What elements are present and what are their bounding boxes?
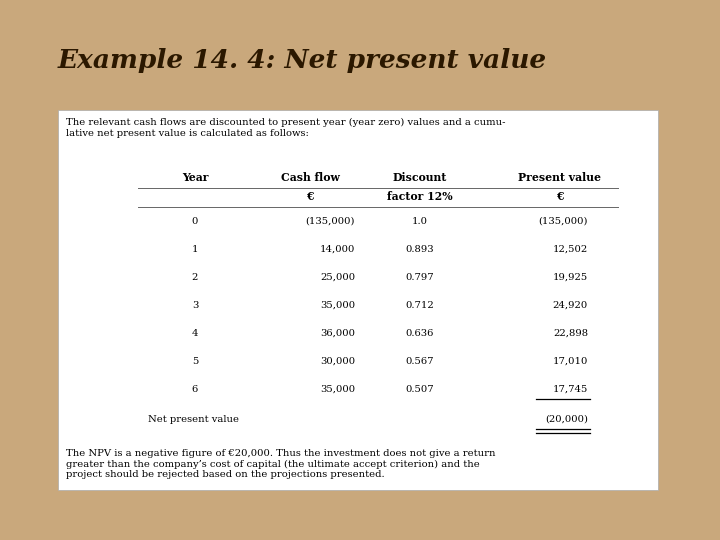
Text: The NPV is a negative figure of €20,000. Thus the investment does not give a ret: The NPV is a negative figure of €20,000.… [66,449,495,479]
Text: 17,010: 17,010 [553,357,588,366]
Text: 4: 4 [192,329,198,338]
Text: (135,000): (135,000) [539,217,588,226]
Text: factor 12%: factor 12% [387,191,453,202]
Text: Net present value: Net present value [148,415,239,424]
Text: 19,925: 19,925 [553,273,588,282]
Text: 2: 2 [192,273,198,282]
Text: 35,000: 35,000 [320,385,355,394]
Text: Year: Year [181,172,208,183]
Text: 0: 0 [192,217,198,226]
Text: 0.636: 0.636 [406,329,434,338]
Text: Discount: Discount [393,172,447,183]
Text: 17,745: 17,745 [553,385,588,394]
Text: 0.712: 0.712 [405,301,434,310]
Text: 22,898: 22,898 [553,329,588,338]
Text: 5: 5 [192,357,198,366]
Text: Present value: Present value [518,172,601,183]
Text: 25,000: 25,000 [320,273,355,282]
Text: 0.507: 0.507 [405,385,434,394]
Text: 3: 3 [192,301,198,310]
Text: Example 14. 4: Net present value: Example 14. 4: Net present value [58,48,547,73]
Text: Cash flow: Cash flow [281,172,339,183]
Text: 1: 1 [192,245,198,254]
Text: 36,000: 36,000 [320,329,355,338]
Text: 30,000: 30,000 [320,357,355,366]
Text: 6: 6 [192,385,198,394]
Text: 14,000: 14,000 [320,245,355,254]
Text: 12,502: 12,502 [553,245,588,254]
Text: 0.893: 0.893 [405,245,434,254]
Text: 35,000: 35,000 [320,301,355,310]
Text: 0.567: 0.567 [406,357,434,366]
Text: The relevant cash flows are discounted to present year (year zero) values and a : The relevant cash flows are discounted t… [66,118,505,138]
Text: €: € [306,191,314,202]
Text: 0.797: 0.797 [405,273,434,282]
Text: 24,920: 24,920 [553,301,588,310]
Text: 1.0: 1.0 [412,217,428,226]
Text: €: € [556,191,564,202]
Text: (20,000): (20,000) [545,415,588,424]
Text: (135,000): (135,000) [305,217,355,226]
FancyBboxPatch shape [58,110,658,490]
